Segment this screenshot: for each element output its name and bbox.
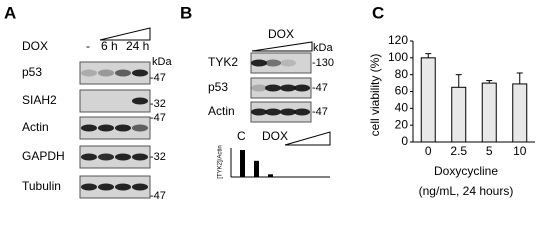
marker: -47 (312, 106, 328, 118)
unit: kDa (313, 42, 333, 54)
y-tick-label: 0 (401, 134, 408, 148)
marker: -130 (312, 57, 334, 69)
band (115, 124, 131, 132)
band (98, 153, 114, 161)
wedge (251, 41, 313, 52)
band (115, 183, 131, 191)
x-tick-label: 10 (513, 144, 527, 158)
treatment-label: DOX (268, 27, 294, 41)
bar (512, 83, 528, 143)
band (294, 84, 310, 92)
band (132, 183, 148, 191)
treatment-label: DOX (262, 129, 288, 143)
bar (481, 82, 497, 143)
lane-label: 6 h (101, 39, 118, 53)
band (115, 69, 131, 77)
y-axis-label: cell viability (%) (368, 54, 382, 137)
y-tick-label: 40 (395, 101, 409, 115)
marker: -47 (312, 82, 328, 94)
panel-label: C (372, 3, 384, 22)
control-label: C (237, 129, 246, 143)
band (98, 69, 114, 77)
bar (240, 150, 245, 177)
band (98, 183, 114, 191)
band (132, 124, 148, 132)
band (251, 84, 267, 92)
y-tick-label: 80 (395, 67, 409, 81)
band (280, 59, 296, 67)
x-tick-label: 2.5 (450, 144, 467, 158)
lane-label: - (86, 39, 90, 53)
band (265, 59, 281, 67)
band (280, 84, 296, 92)
row-label: SIAH2 (22, 93, 57, 107)
y-tick-label: 120 (388, 33, 408, 47)
bar (451, 86, 467, 143)
row-label: GAPDH (22, 149, 65, 163)
y-tick-label: 100 (388, 50, 408, 64)
band (132, 97, 148, 105)
row-label: Actin (22, 120, 49, 134)
marker: -47 (150, 112, 166, 124)
blot (79, 89, 151, 113)
unit: kDa (152, 56, 172, 68)
x-axis-sublabel: (ng/mL, 24 hours) (419, 184, 514, 198)
band (251, 108, 267, 116)
row-label: p53 (208, 80, 228, 94)
marker: -32 (150, 98, 166, 110)
bar (254, 160, 259, 177)
x-tick-label: 0 (425, 144, 432, 158)
lane-label: 24 h (126, 39, 149, 53)
band (251, 59, 267, 67)
band (81, 183, 97, 191)
band (98, 124, 114, 132)
x-tick-label: 5 (486, 144, 493, 158)
band (265, 84, 281, 92)
band (81, 69, 97, 77)
y-axis-label: [TYK2]/Actin (218, 145, 224, 178)
band (81, 124, 97, 132)
y-tick-label: 20 (395, 117, 409, 131)
band (294, 108, 310, 116)
figure: A DOX - 6 h 24 h kDa B DOX kDa C DOX [TY… (4, 3, 535, 202)
band (132, 69, 148, 77)
band (81, 153, 97, 161)
x-axis-label: Doxycycline (434, 164, 498, 178)
panel-label: B (180, 3, 192, 22)
row-label: Actin (208, 104, 235, 118)
band (280, 108, 296, 116)
wedge (284, 131, 331, 146)
band (132, 153, 148, 161)
marker: -32 (150, 151, 166, 163)
row-label: TYK2 (208, 55, 238, 69)
marker: -47 (150, 190, 166, 202)
band (115, 153, 131, 161)
marker: -47 (150, 72, 166, 84)
treatment-label: DOX (22, 39, 48, 53)
row-label: p53 (22, 65, 42, 79)
bar (420, 57, 436, 143)
band (265, 108, 281, 116)
wedge (99, 27, 151, 41)
row-label: Tubulin (22, 179, 61, 193)
panel-label: A (4, 3, 16, 22)
bar (268, 174, 273, 177)
y-tick-label: 60 (395, 84, 409, 98)
